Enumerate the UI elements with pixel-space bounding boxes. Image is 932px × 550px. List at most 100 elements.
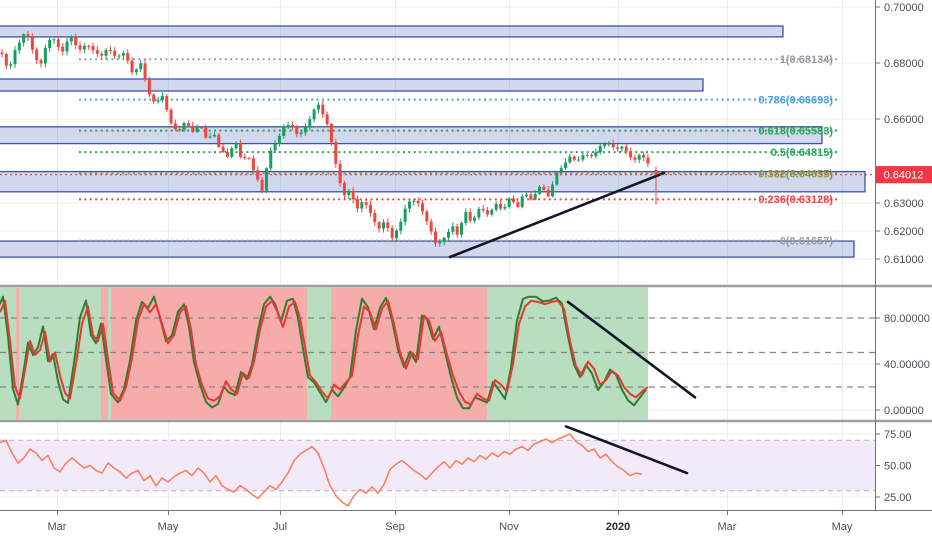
candle xyxy=(312,109,316,120)
fib-label: 0.5(0.64815) xyxy=(771,147,834,159)
support-resistance-zone[interactable] xyxy=(0,25,784,38)
candle xyxy=(264,168,268,191)
candle xyxy=(654,169,658,175)
candle xyxy=(87,45,91,47)
candle xyxy=(26,34,30,38)
candle xyxy=(316,104,320,110)
candle xyxy=(9,64,13,66)
price-axis-label: 0.61000 xyxy=(884,254,924,266)
candle xyxy=(590,154,594,157)
rsi-pane[interactable] xyxy=(0,425,875,507)
candle xyxy=(503,206,507,209)
support-resistance-zone[interactable] xyxy=(0,170,866,193)
candle xyxy=(386,222,390,228)
rsi-axis-label: 50.00 xyxy=(884,461,912,473)
candle xyxy=(525,194,529,197)
candle xyxy=(221,146,225,152)
candle xyxy=(100,53,104,56)
candle xyxy=(507,198,511,207)
stoch-bg-region-red xyxy=(111,287,307,420)
candle xyxy=(4,53,8,66)
candle xyxy=(421,203,424,212)
stoch-bg-region-green xyxy=(487,287,648,420)
candle xyxy=(217,134,221,147)
candle xyxy=(39,60,43,64)
pane-separators[interactable] xyxy=(0,284,932,423)
candle xyxy=(91,46,95,51)
candle xyxy=(347,190,351,196)
price-trendline-group[interactable] xyxy=(448,171,666,259)
candle xyxy=(581,155,585,160)
candle xyxy=(299,132,303,135)
candle xyxy=(273,143,277,151)
time-axis[interactable]: Mar May Jul Sep Nov 2020 Mar May xyxy=(0,510,932,533)
candle xyxy=(243,156,247,158)
candle xyxy=(143,63,147,80)
candle xyxy=(308,119,312,128)
candle xyxy=(234,143,238,149)
candle xyxy=(460,222,464,235)
candle xyxy=(616,147,620,149)
time-axis-label: 2020 xyxy=(606,521,630,533)
support-resistance-zone[interactable] xyxy=(0,78,704,92)
candle xyxy=(416,200,420,204)
price-axis[interactable]: 0.70000 0.68000 0.66000 0.63000 0.62000 0.610… xyxy=(875,0,932,510)
stoch-d-line xyxy=(0,299,649,406)
fib-label: 0(0.61657) xyxy=(780,235,834,247)
candle xyxy=(377,222,381,229)
time-axis-label: May xyxy=(158,521,179,533)
candle xyxy=(642,155,646,158)
trendline-price[interactable] xyxy=(448,171,666,259)
price-axis-label: 0.62000 xyxy=(884,226,924,238)
candle xyxy=(624,146,628,152)
candle xyxy=(568,156,572,163)
candle xyxy=(56,39,60,47)
candle xyxy=(251,158,255,171)
candle xyxy=(646,157,650,164)
candle xyxy=(186,123,190,126)
candle xyxy=(434,231,437,244)
fib-retracement[interactable] xyxy=(79,58,838,242)
candle xyxy=(286,125,290,127)
candle xyxy=(481,208,485,211)
rsi-band xyxy=(0,440,875,491)
candle xyxy=(477,208,481,218)
candle xyxy=(113,50,117,56)
candle xyxy=(407,201,411,209)
support-resistance-zone[interactable] xyxy=(0,126,823,145)
candle xyxy=(156,100,160,102)
candle xyxy=(494,203,498,210)
candle xyxy=(13,50,17,65)
candle xyxy=(607,143,611,145)
trendline-rsi[interactable] xyxy=(564,425,689,475)
support-resistance-zone[interactable] xyxy=(0,240,855,258)
candle xyxy=(230,148,234,157)
stoch-k-line xyxy=(0,295,647,410)
current-price-badge xyxy=(876,166,932,184)
candle xyxy=(17,42,21,51)
candle xyxy=(603,143,607,147)
fib-label: 0.236(0.63128) xyxy=(758,194,833,206)
candle xyxy=(35,49,39,61)
candle xyxy=(65,41,69,52)
candle xyxy=(22,34,26,43)
candle xyxy=(238,143,242,157)
candle xyxy=(321,104,325,115)
candle xyxy=(620,146,624,149)
candle xyxy=(208,136,212,138)
candle xyxy=(364,202,368,205)
time-axis-label: Jul xyxy=(273,521,287,533)
trendline-stochastic[interactable] xyxy=(566,300,697,399)
stochastic-pane[interactable] xyxy=(0,287,875,420)
candle xyxy=(533,193,537,200)
candle xyxy=(555,172,559,185)
candle xyxy=(633,157,637,160)
candle xyxy=(52,39,56,41)
price-pane[interactable] xyxy=(0,25,875,259)
candle xyxy=(30,37,34,50)
candle xyxy=(572,156,576,160)
candle xyxy=(585,154,589,156)
fib-label: 0.618(0.65583) xyxy=(758,126,833,138)
candle xyxy=(559,168,563,173)
